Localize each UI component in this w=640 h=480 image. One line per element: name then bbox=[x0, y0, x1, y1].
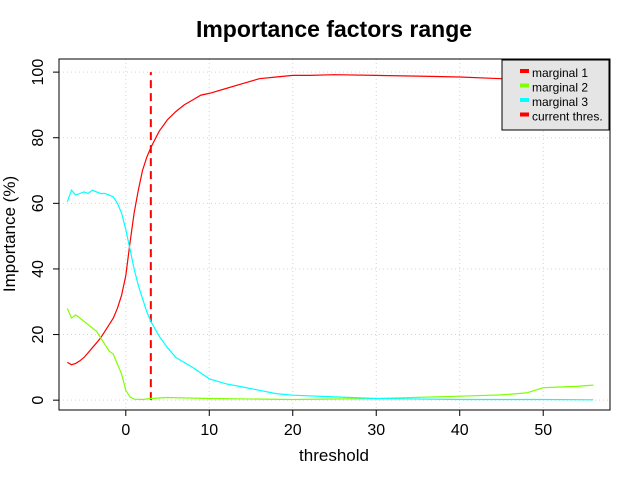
x-axis: 0 10 20 30 40 50 bbox=[121, 409, 552, 439]
y-tick-label: 100 bbox=[30, 59, 47, 86]
y-axis: 0 20 40 60 80 100 bbox=[30, 59, 60, 405]
x-axis-label: threshold bbox=[299, 446, 369, 465]
legend-label: marginal 2 bbox=[532, 81, 588, 95]
series-line-marginal-2 bbox=[66, 308, 594, 401]
grid bbox=[59, 59, 610, 410]
legend-swatch bbox=[520, 83, 529, 88]
series-group bbox=[66, 74, 594, 401]
legend-swatch bbox=[520, 69, 529, 73]
y-tick-label: 0 bbox=[30, 396, 47, 405]
chart-title: Importance factors range bbox=[196, 16, 472, 42]
y-tick-label: 40 bbox=[30, 260, 47, 278]
legend-label: marginal 3 bbox=[532, 95, 588, 109]
legend-label: current thres. bbox=[532, 110, 603, 124]
x-tick-label: 20 bbox=[284, 422, 302, 439]
x-tick-label: 40 bbox=[451, 422, 469, 439]
y-tick-label: 20 bbox=[30, 326, 47, 344]
legend-swatch bbox=[520, 98, 529, 102]
x-tick-label: 30 bbox=[367, 422, 385, 439]
legend-swatch bbox=[520, 112, 529, 117]
series-line-marginal-1 bbox=[67, 74, 594, 366]
x-tick-label: 0 bbox=[121, 422, 130, 439]
y-tick-label: 80 bbox=[30, 129, 47, 147]
x-tick-label: 50 bbox=[534, 422, 552, 439]
y-axis-label: Importance (%) bbox=[0, 176, 19, 292]
series-line-marginal-3 bbox=[66, 189, 594, 401]
legend-label: marginal 1 bbox=[532, 66, 588, 80]
y-tick-label: 60 bbox=[30, 194, 47, 212]
legend-box bbox=[501, 59, 610, 131]
x-tick-label: 10 bbox=[200, 422, 218, 439]
